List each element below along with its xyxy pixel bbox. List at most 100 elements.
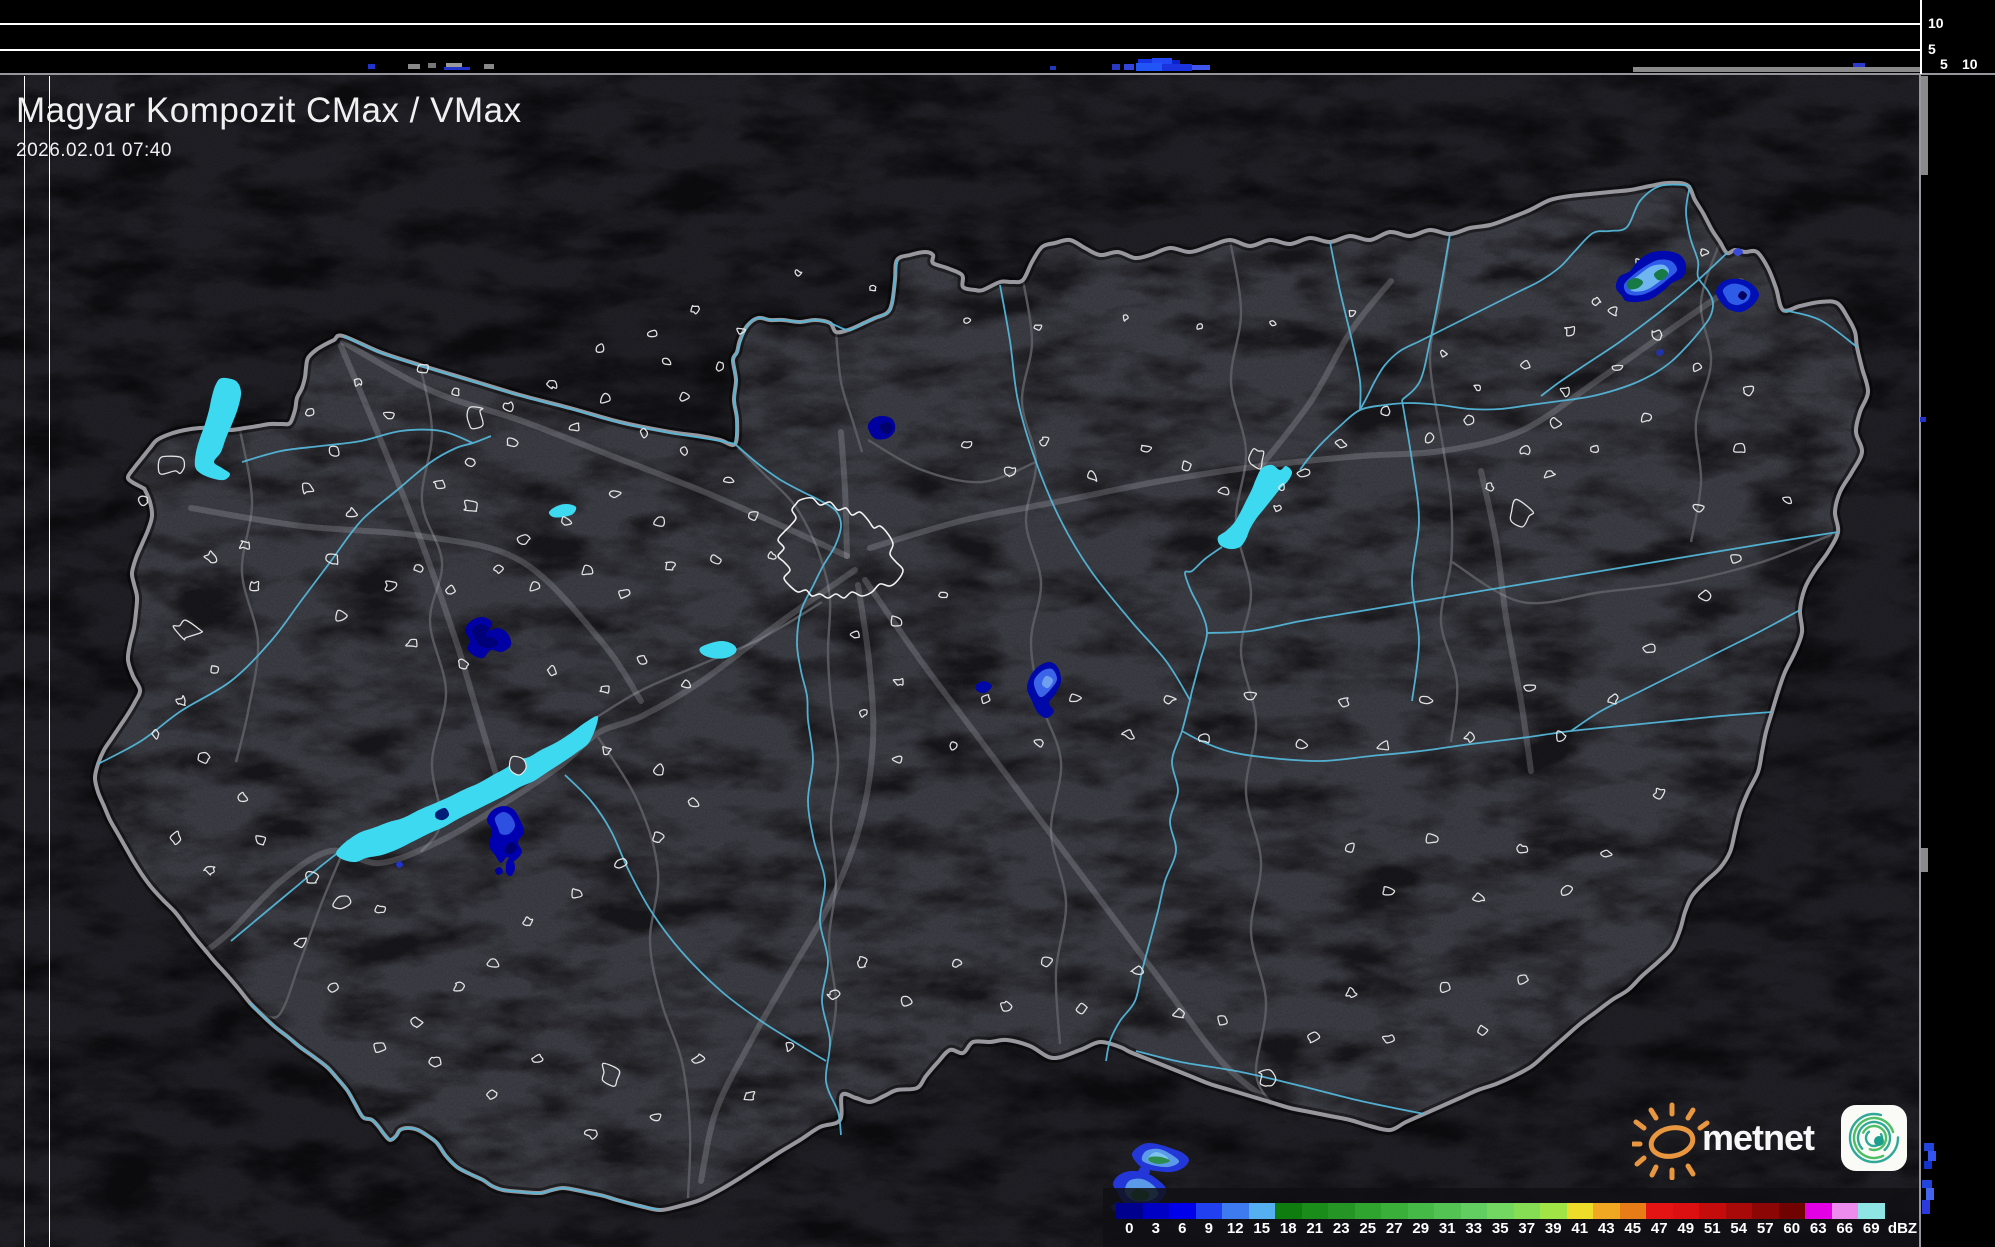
settlement-outline xyxy=(1600,849,1613,858)
colorbar-tick-label: 3 xyxy=(1151,1220,1160,1237)
echo-center xyxy=(1026,661,1062,719)
settlement-outline xyxy=(1590,444,1600,454)
settlement-outline xyxy=(722,476,735,484)
colorbar-swatch xyxy=(1619,1203,1646,1219)
settlement-outline xyxy=(1742,385,1755,397)
colorbar-tick-label: 54 xyxy=(1730,1220,1748,1237)
settlement-outline xyxy=(410,1016,424,1029)
settlement-outline xyxy=(690,304,700,315)
settlement-outline xyxy=(826,989,841,1001)
colorbar-tick-label: 25 xyxy=(1359,1220,1377,1237)
right-axis-line-10km xyxy=(49,76,50,1247)
county-borders xyxy=(234,233,1839,1199)
colorbar-tick-label: 60 xyxy=(1783,1220,1801,1237)
colorbar-swatch xyxy=(1566,1203,1593,1219)
colorbar-swatch xyxy=(1699,1203,1726,1219)
settlement-outline xyxy=(1217,486,1230,496)
colorbar-tick-label: 43 xyxy=(1597,1220,1615,1237)
settlement-outline xyxy=(382,411,395,420)
settlement-outline xyxy=(748,511,759,521)
colorbar-tick-label: 27 xyxy=(1385,1220,1403,1237)
settlement-outline xyxy=(981,694,991,705)
page-title: Magyar Kompozit CMax / VMax xyxy=(16,91,522,130)
settlement-outline xyxy=(374,904,387,914)
settlement-outline xyxy=(328,445,340,457)
settlement-outline xyxy=(384,580,398,592)
rivers xyxy=(97,183,1858,1211)
settlement-outline xyxy=(1039,436,1050,447)
right-axis-line-5km xyxy=(24,76,25,1247)
settlement-outline xyxy=(210,665,220,674)
settlement-outline xyxy=(1473,384,1481,392)
settlement-outline xyxy=(327,982,339,993)
settlement-outline xyxy=(691,1053,706,1064)
colorbar-tick-label: 9 xyxy=(1204,1220,1213,1237)
colorbar-tick-label: 18 xyxy=(1279,1220,1297,1237)
settlement-outline xyxy=(1075,1002,1088,1015)
settlement-outline xyxy=(416,363,429,374)
colorbar-tick-label: 51 xyxy=(1703,1220,1721,1237)
settlement-outline xyxy=(301,482,315,495)
settlement-outline xyxy=(1277,483,1285,492)
settlement-outline xyxy=(428,1056,442,1068)
settlement-outline xyxy=(453,981,466,992)
colorbar-swatch xyxy=(1222,1203,1249,1219)
colorbar-swatch xyxy=(1354,1203,1381,1219)
settlement-outline xyxy=(599,685,610,694)
settlement-outline xyxy=(1003,466,1017,478)
settlement-outline xyxy=(1651,329,1663,341)
colorbar-tick-label: 39 xyxy=(1544,1220,1562,1237)
settlement-outline xyxy=(332,895,352,910)
settlement-outline xyxy=(1172,1007,1185,1019)
settlement-outline xyxy=(963,317,972,324)
settlement-outline xyxy=(1040,956,1054,968)
budapest-outline xyxy=(777,497,904,599)
settlement-outline xyxy=(1258,1068,1277,1087)
settlement-outline xyxy=(1692,503,1705,513)
map-frame-right xyxy=(1919,74,1921,1247)
echo-northeast-second xyxy=(1715,278,1760,313)
settlement-outline xyxy=(1348,309,1357,318)
settlement-outline xyxy=(653,763,665,776)
settlement-outline xyxy=(516,534,531,545)
colorbar-swatch xyxy=(1301,1203,1328,1219)
colorbar-tick-label: 37 xyxy=(1518,1220,1536,1237)
colorbar-swatch xyxy=(1540,1203,1567,1219)
settlement-outline xyxy=(1642,643,1656,654)
settlement-outline xyxy=(715,361,724,372)
settlement-outline xyxy=(1181,460,1192,472)
colorbar-swatch xyxy=(1487,1203,1514,1219)
settlement-outline xyxy=(1697,589,1712,602)
colorbar-swatch xyxy=(1434,1203,1461,1219)
settlement-outline xyxy=(304,408,315,417)
colorbar-swatch xyxy=(1275,1203,1302,1219)
settlement-outline xyxy=(1000,1000,1013,1012)
settlement-outline xyxy=(1273,504,1282,513)
settlement-outline xyxy=(1607,306,1618,317)
settlement-outline xyxy=(571,888,583,899)
settlement-outline xyxy=(1122,314,1129,322)
settlement-outline xyxy=(445,584,457,595)
settlement-outline xyxy=(1243,691,1258,701)
top-axis-line-5km xyxy=(0,49,1921,51)
colorbar-swatch xyxy=(1407,1203,1434,1219)
colorbar-swatch xyxy=(1142,1203,1169,1219)
sun-icon xyxy=(1632,1102,1710,1180)
settlement-outline xyxy=(1247,447,1265,470)
settlement-outline xyxy=(1376,740,1390,751)
metnet-app-icon xyxy=(1841,1105,1907,1171)
settlement-outline xyxy=(1344,842,1355,853)
settlement-outline xyxy=(639,427,649,439)
settlement-outline xyxy=(652,831,665,843)
echo-dot-lake xyxy=(395,860,404,869)
settlement-outline xyxy=(493,564,504,574)
tihany-peninsula xyxy=(508,755,527,776)
settlement-outline xyxy=(293,937,307,949)
colorbar-swatch xyxy=(1248,1203,1275,1219)
settlement-outline xyxy=(636,654,648,665)
echo-balaton-south xyxy=(486,806,525,877)
settlement-outline xyxy=(952,958,963,968)
right-axis-label-10: 10 xyxy=(1962,56,1978,72)
settlement-outline xyxy=(736,327,746,335)
